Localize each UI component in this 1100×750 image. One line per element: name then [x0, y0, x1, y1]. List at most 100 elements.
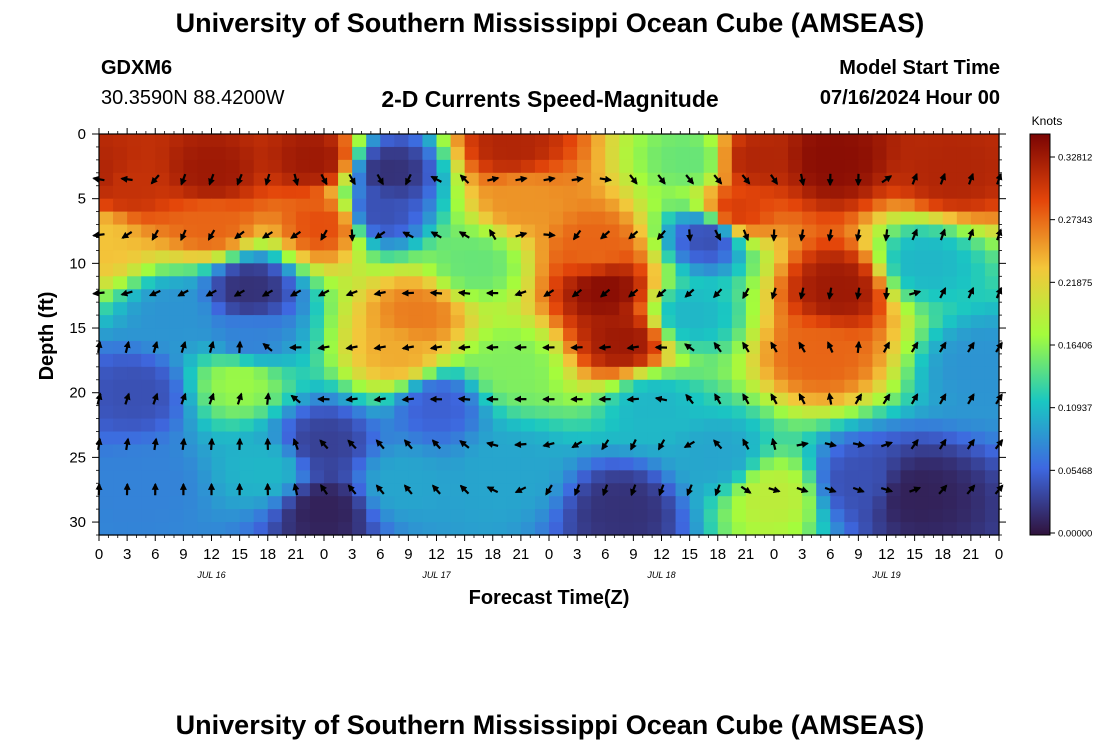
colorbar-tick-label: 0.27343 — [1058, 215, 1092, 226]
heatmap-cell — [633, 146, 649, 161]
heatmap-cell — [520, 315, 536, 329]
heatmap-cell — [338, 328, 353, 342]
heatmap-cell — [661, 172, 677, 187]
heatmap-cell — [239, 263, 255, 277]
heatmap-cell — [436, 237, 452, 252]
heatmap-cell — [211, 263, 227, 277]
heatmap-cell — [816, 405, 831, 420]
heatmap-cell — [759, 353, 775, 368]
heatmap-cell — [731, 444, 747, 458]
heatmap-cell — [802, 353, 817, 368]
heatmap-cell — [759, 431, 775, 446]
heatmap-cell — [774, 418, 789, 433]
heatmap-cell — [324, 263, 339, 277]
heatmap-cell — [534, 146, 550, 161]
heatmap-cell — [745, 470, 761, 484]
heatmap-cell — [549, 250, 564, 264]
heatmap-cell — [478, 444, 494, 458]
current-arrow — [939, 393, 947, 405]
current-arrow — [626, 395, 639, 403]
heatmap-cell — [816, 353, 831, 368]
heatmap-cell — [633, 172, 649, 187]
current-arrow — [179, 340, 187, 354]
heatmap-cell — [830, 237, 845, 252]
heatmap-cell — [549, 340, 564, 355]
heatmap-cell — [591, 353, 606, 368]
heatmap-cell — [942, 263, 958, 277]
heatmap-cell — [464, 237, 480, 252]
x-tick-label: 9 — [629, 546, 637, 563]
heatmap-cell — [225, 470, 241, 484]
heatmap-cell — [492, 392, 508, 407]
heatmap-cell — [886, 509, 902, 523]
heatmap-cell — [661, 392, 677, 407]
heatmap-cell — [520, 522, 536, 536]
heatmap-cell — [520, 431, 536, 446]
heatmap-cell — [900, 146, 916, 161]
heatmap-cell — [169, 509, 184, 523]
heatmap-cell — [872, 315, 888, 329]
heatmap-cell — [99, 134, 114, 148]
heatmap-cell — [872, 353, 888, 368]
heatmap-cell — [675, 340, 691, 355]
colorbar-ticks: 0.000000.054680.109370.164060.218750.273… — [1050, 153, 1092, 540]
heatmap-cell — [534, 276, 550, 290]
heatmap-cell — [591, 470, 606, 484]
heatmap-cell — [900, 134, 916, 148]
heatmap-cell — [858, 522, 874, 536]
x-tick-label: 18 — [934, 546, 951, 563]
heatmap-cell — [225, 379, 241, 394]
heatmap-cell — [886, 250, 902, 264]
heatmap-cell — [928, 392, 944, 407]
heatmap-cell — [267, 483, 283, 497]
heatmap-cell — [366, 185, 381, 200]
station-coordinates: 30.3590N 88.4200W — [101, 87, 285, 109]
heatmap-cell — [942, 134, 958, 148]
heatmap-cell — [183, 289, 199, 303]
current-arrow — [601, 484, 609, 497]
heatmap-cell — [436, 146, 452, 161]
heatmap-cell — [647, 418, 663, 433]
current-arrow — [742, 229, 750, 242]
heatmap-cell — [478, 315, 494, 329]
heatmap-cell — [759, 134, 775, 148]
heatmap-cell — [858, 379, 874, 394]
heatmap-cell — [872, 392, 888, 407]
heatmap-cell — [534, 134, 550, 148]
heatmap-cell — [970, 353, 986, 368]
heatmap-cell — [858, 509, 874, 523]
heatmap-cell — [225, 444, 241, 458]
current-arrow — [685, 174, 694, 185]
heatmap-cell — [886, 418, 902, 433]
heatmap-cell — [464, 146, 480, 161]
current-arrow — [713, 439, 723, 450]
heatmap-cell — [549, 328, 564, 342]
heatmap-cell — [689, 366, 705, 381]
current-arrow — [686, 229, 694, 242]
heatmap-cell — [745, 418, 761, 433]
heatmap-cell — [675, 134, 691, 148]
heatmap-cell — [225, 263, 241, 277]
heatmap-cell — [295, 289, 311, 303]
heatmap-cell — [886, 172, 902, 187]
heatmap-cell — [858, 431, 874, 446]
current-arrow — [180, 173, 187, 186]
current-arrow — [233, 289, 245, 297]
heatmap-cell — [745, 431, 761, 446]
heatmap-cell — [900, 418, 916, 433]
heatmap-cell — [366, 276, 381, 290]
heatmap-cell — [619, 522, 634, 536]
heatmap-cell — [127, 172, 142, 187]
heatmap-cell — [675, 185, 691, 200]
heatmap-cell — [408, 211, 424, 226]
heatmap-cell — [366, 522, 381, 536]
heatmap-cell — [956, 198, 972, 213]
heatmap-cell — [984, 379, 1000, 394]
heatmap-cell — [858, 302, 874, 316]
heatmap-cell — [858, 198, 874, 213]
heatmap-cell — [731, 509, 747, 523]
heatmap-cell — [745, 211, 761, 226]
heatmap-cell — [591, 496, 606, 510]
heatmap-cell — [633, 224, 649, 239]
heatmap-cell — [563, 509, 578, 523]
